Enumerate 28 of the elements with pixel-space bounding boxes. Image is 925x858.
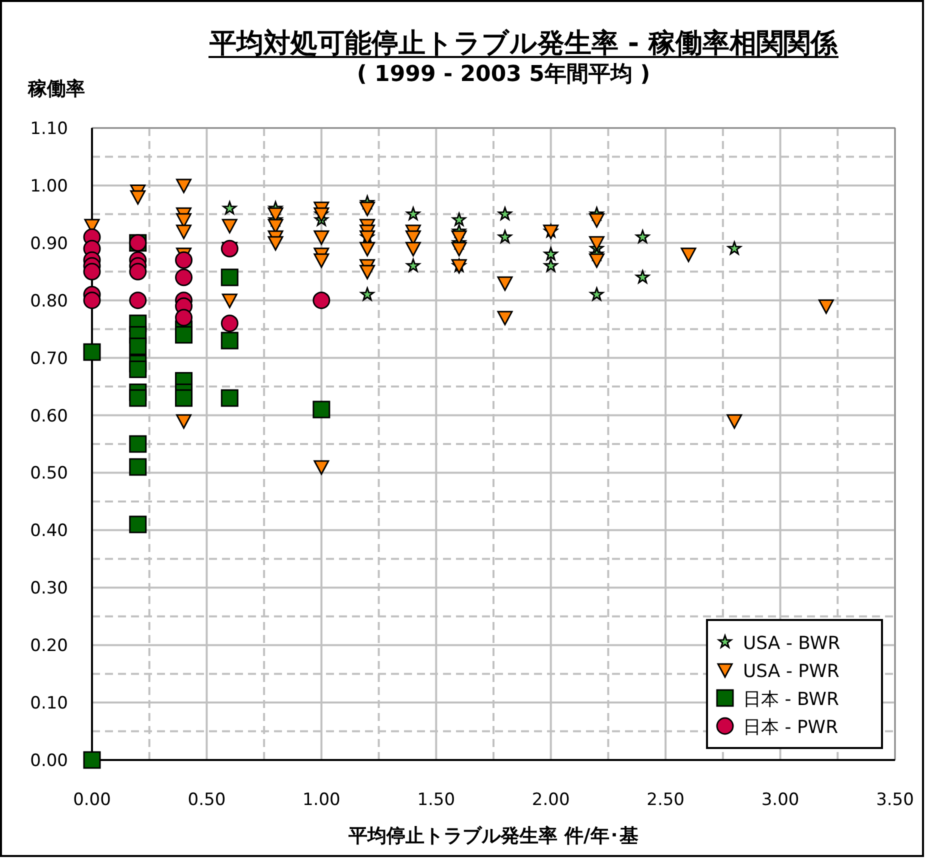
y-tick-label: 0.50 [30, 464, 68, 484]
legend-label: 日本 - BWR [743, 689, 839, 710]
y-tick-label: 0.60 [30, 406, 68, 426]
y-tick-label: 0.40 [30, 521, 68, 542]
legend-label: USA - PWR [743, 661, 840, 682]
y-tick-label: 0.80 [30, 291, 68, 312]
legend-label: USA - BWR [743, 633, 840, 654]
y-tick-label: 1.10 [30, 119, 68, 139]
legend-label: 日本 - PWR [743, 717, 838, 738]
x-tick-label: 3.50 [876, 790, 914, 810]
x-tick-label: 3.00 [761, 790, 800, 810]
x-tick-label: 1.00 [302, 790, 340, 810]
chart-title: 平均対処可能停止トラブル発生率 - 稼働率相関関係 [208, 28, 838, 59]
x-tick-label: 2.50 [646, 790, 684, 810]
x-axis-title: 平均停止トラブル発生率 件/年･基 [348, 825, 638, 847]
y-tick-label: 0.00 [30, 751, 68, 771]
chart-subtitle: ( 1999 - 2003 5年間平均 ) [356, 62, 650, 87]
y-tick-label: 0.20 [30, 636, 68, 656]
y-tick-label: 1.00 [30, 176, 68, 196]
x-tick-label: 0.50 [188, 790, 226, 810]
y-tick-label: 0.90 [30, 234, 68, 254]
y-tick-label: 0.70 [30, 348, 68, 369]
y-axis-title: 稼働率 [27, 78, 85, 100]
y-tick-label: 0.30 [30, 578, 68, 599]
y-tick-label: 0.10 [30, 694, 68, 714]
x-tick-label: 0.00 [73, 790, 111, 810]
x-tick-label: 1.50 [417, 790, 456, 810]
x-tick-label: 2.00 [532, 790, 570, 810]
